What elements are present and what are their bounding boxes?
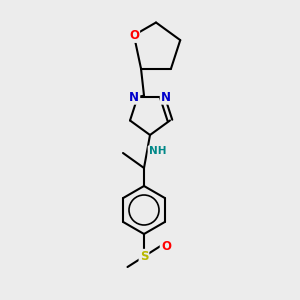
Text: S: S — [140, 250, 148, 263]
Text: N: N — [161, 91, 171, 103]
Text: O: O — [161, 239, 171, 253]
Text: NH: NH — [149, 146, 166, 157]
Text: N: N — [129, 91, 139, 103]
Text: O: O — [129, 29, 139, 42]
